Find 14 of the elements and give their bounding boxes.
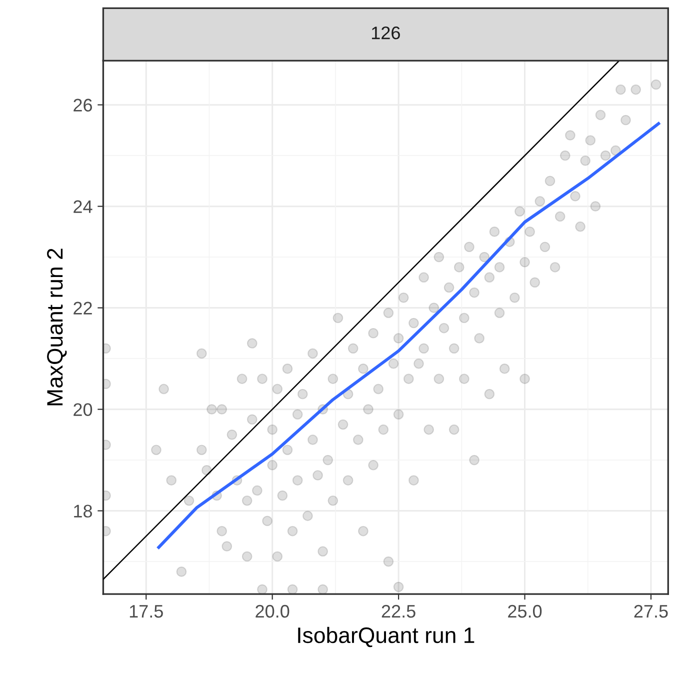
y-tick-label: 24 <box>74 200 92 213</box>
x-tick-label: 22.5 <box>382 604 416 618</box>
line-series <box>157 122 660 549</box>
x-tick-label: 27.5 <box>634 604 668 618</box>
y-tick-label: 26 <box>74 98 92 112</box>
y-tick-label: 20 <box>74 403 92 416</box>
y-tick-label: 18 <box>74 504 92 518</box>
x-tick-label: 20.0 <box>256 604 290 618</box>
x-tick-label: 25.0 <box>508 604 542 618</box>
x-tick-label: 17.5 <box>130 605 163 618</box>
x-axis-title: IsobarQuant run 1 <box>298 626 474 648</box>
chart-title: 126 <box>372 26 400 40</box>
y-tick-label: 22 <box>74 302 92 314</box>
y-axis-title: MaxQuant run 2 <box>47 248 67 406</box>
